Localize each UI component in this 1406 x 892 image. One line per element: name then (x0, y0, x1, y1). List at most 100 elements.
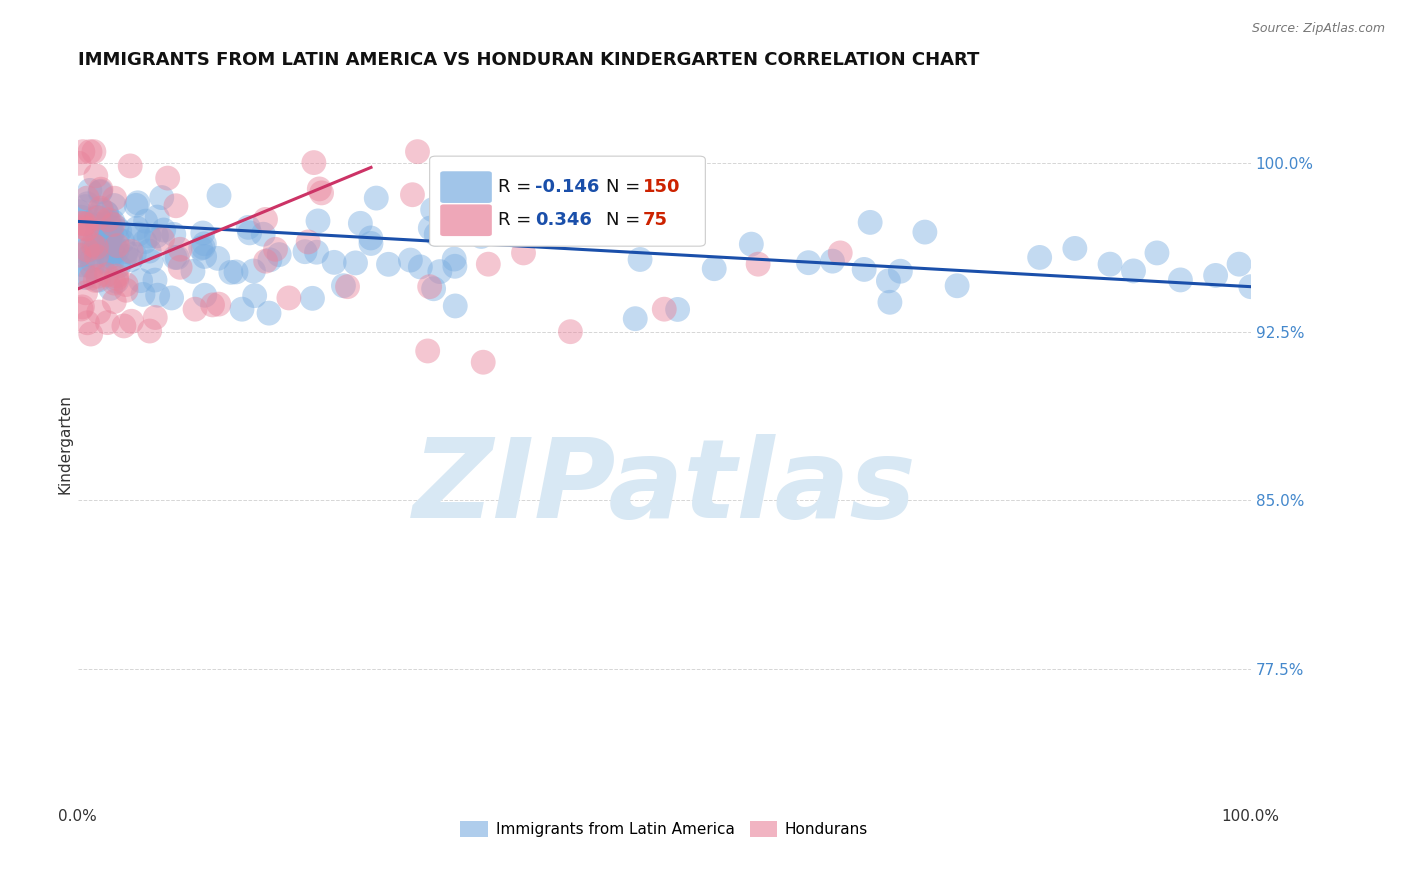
Point (89, 185, 111, 199)
Point (830, 246, 852, 260)
Point (86, 230, 108, 244)
Point (101, 218, 124, 232)
Point (114, 250, 136, 264)
Point (652, 302, 675, 317)
Point (75, 268, 97, 282)
Point (401, 187, 423, 202)
Point (859, 215, 882, 229)
Point (105, 238, 128, 252)
Point (124, 247, 146, 261)
Point (90, 182, 112, 196)
Point (360, 236, 382, 251)
Point (576, 204, 599, 219)
Point (1122, 264, 1144, 278)
Point (143, 310, 166, 325)
Point (1240, 279, 1263, 293)
Point (100, 255, 122, 269)
Point (120, 159, 142, 173)
Text: IMMIGRANTS FROM LATIN AMERICA VS HONDURAN KINDERGARTEN CORRELATION CHART: IMMIGRANTS FROM LATIN AMERICA VS HONDURA… (77, 51, 979, 69)
Point (194, 249, 217, 263)
Point (302, 155, 325, 169)
Point (87, 211, 110, 225)
Point (98, 258, 121, 272)
Point (69, 247, 91, 261)
Point (191, 240, 214, 254)
Point (429, 264, 451, 278)
Point (307, 214, 329, 228)
Point (1227, 257, 1250, 271)
Point (531, 203, 554, 218)
Point (77, 216, 100, 230)
Point (201, 298, 224, 312)
Point (115, 244, 138, 259)
Point (86, 226, 108, 240)
Point (163, 251, 186, 265)
Point (129, 274, 152, 288)
Point (349, 216, 371, 230)
Point (86, 218, 108, 232)
Point (259, 252, 281, 267)
Point (425, 227, 447, 242)
Point (72, 220, 94, 235)
Point (125, 198, 148, 212)
Point (191, 226, 214, 240)
Point (254, 212, 277, 227)
Point (139, 254, 162, 268)
Point (105, 220, 128, 235)
Point (70, 210, 93, 224)
Point (75, 285, 97, 300)
Point (308, 182, 330, 196)
Point (76, 221, 98, 235)
Point (79, 183, 101, 197)
Text: ZIPatlas: ZIPatlas (412, 434, 917, 541)
Point (666, 302, 689, 317)
Point (94, 234, 117, 248)
Point (797, 256, 820, 270)
Point (294, 244, 316, 259)
Point (914, 225, 936, 239)
Point (90, 203, 112, 218)
Point (86, 249, 108, 263)
Point (120, 244, 142, 259)
Point (628, 252, 651, 267)
Point (83, 238, 105, 252)
Point (87, 273, 110, 287)
FancyBboxPatch shape (430, 156, 706, 246)
Point (70, 216, 93, 230)
Text: 0.346: 0.346 (536, 211, 592, 229)
Point (105, 231, 128, 245)
Point (853, 262, 876, 277)
Point (184, 302, 207, 317)
Point (79, 145, 101, 159)
Point (344, 256, 367, 270)
Point (89, 201, 111, 215)
Point (94, 206, 117, 220)
Point (80, 271, 103, 285)
Point (91, 217, 114, 231)
Point (91, 239, 114, 253)
Point (332, 278, 354, 293)
Point (740, 237, 762, 252)
Point (105, 274, 128, 288)
Point (100, 281, 122, 295)
Point (419, 279, 441, 293)
Point (225, 265, 247, 279)
Point (100, 228, 122, 243)
Point (121, 314, 143, 328)
Point (76, 191, 98, 205)
Point (166, 251, 188, 265)
Point (470, 229, 492, 244)
Point (86, 211, 108, 225)
Point (97, 215, 120, 229)
Point (145, 228, 167, 243)
Point (86, 240, 108, 254)
Point (87, 305, 110, 319)
Point (264, 243, 287, 257)
Point (127, 227, 149, 241)
Point (377, 257, 399, 271)
Point (67, 248, 90, 262)
Point (254, 254, 277, 268)
Point (297, 235, 319, 249)
Y-axis label: Kindergarten: Kindergarten (58, 394, 72, 494)
Point (311, 186, 333, 200)
